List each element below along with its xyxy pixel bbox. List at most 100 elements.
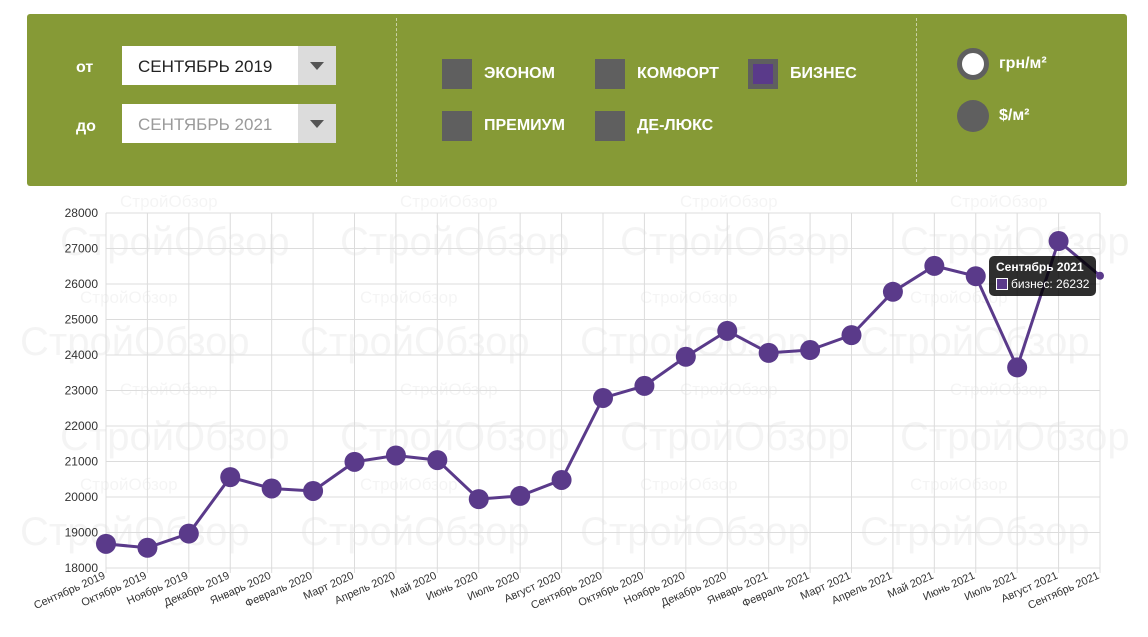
category-label: КОМФОРТ [637,65,719,82]
y-tick-label: 28000 [65,206,99,220]
panel-divider [396,18,397,182]
watermark-text: СтройОбзор [360,288,458,307]
chevron-down-icon[interactable] [298,46,336,85]
watermark-text: СтройОбзор [340,415,570,459]
category-premium[interactable]: ПРЕМИУМ [442,111,565,141]
data-point [1007,357,1028,378]
data-point [882,281,903,302]
tooltip-value: бизнес: 26232 [1011,277,1090,291]
y-axis: 18000 19000 20000 21000 22000 23000 24000 25000… [65,206,99,575]
to-label: до [76,118,96,135]
watermark-text: СтройОбзор [20,320,250,364]
data-point [593,387,613,408]
watermark-text: СтройОбзор [400,380,498,399]
to-select[interactable]: СЕНТЯБРЬ 2021 [122,104,336,143]
from-select-value: СЕНТЯБРЬ 2019 [138,57,273,76]
tooltip-row: бизнес: 26232 [996,277,1089,291]
watermark-text: СтройОбзор [60,415,290,459]
unit-label: грн/м² [999,55,1047,72]
from-label: от [76,59,94,76]
watermark-text: СтройОбзор [360,475,458,494]
watermark-text: СтройОбзор [400,195,498,211]
y-tick-label: 23000 [65,384,99,398]
legend-swatch [996,278,1008,290]
data-point [800,340,821,361]
price-chart: СтройОбзор СтройОбзор СтройОбзор СтройОбзор… [20,195,1130,612]
data-point [924,255,945,276]
checkbox-icon[interactable] [442,59,472,89]
watermark-text: СтройОбзор [640,288,738,307]
series-business [96,231,1104,558]
y-tick-label: 25000 [65,313,99,327]
panel-divider [916,18,917,182]
data-point [137,537,158,558]
radio-checked-icon[interactable] [957,48,989,80]
watermark-text: СтройОбзор [900,415,1130,459]
data-point [178,523,199,544]
category-comfort[interactable]: КОМФОРТ [595,59,719,89]
watermark-text: СтройОбзор [860,320,1090,364]
data-point [510,485,531,506]
data-point [758,342,779,363]
y-tick-label: 18000 [65,561,99,575]
y-tick-label: 24000 [65,348,99,362]
y-tick-label: 20000 [65,490,99,504]
data-point [841,325,862,346]
category-business[interactable]: БИЗНЕС [748,59,857,89]
from-select[interactable]: СЕНТЯБРЬ 2019 [122,46,336,85]
watermark-text: СтройОбзор [340,220,570,264]
data-point [551,469,572,490]
watermark-text: СтройОбзор [680,380,778,399]
filter-panel: от СЕНТЯБРЬ 2019 до СЕНТЯБРЬ 2021 ЭКОНОМ… [27,14,1127,186]
watermark-text: СтройОбзор [640,475,738,494]
unit-label: $/м² [999,107,1030,124]
watermark-text: СтройОбзор [680,195,778,211]
data-point [385,445,406,466]
data-point [427,450,448,471]
y-tick-label: 22000 [65,419,99,433]
watermark-text: СтройОбзор [60,220,290,264]
y-tick-label: 27000 [65,242,99,256]
watermark-text: СтройОбзор [120,195,218,211]
category-deluxe[interactable]: ДЕ-ЛЮКС [595,111,713,141]
category-label: ПРЕМИУМ [484,117,565,134]
category-label: ДЕ-ЛЮКС [637,117,714,134]
data-point [468,489,489,510]
data-point [96,533,116,554]
data-point [303,480,324,501]
unit-uah[interactable]: грн/м² [957,48,1047,80]
chevron-down-icon[interactable] [298,104,336,143]
data-point [634,375,655,396]
y-tick-label: 19000 [65,526,99,540]
chart-tooltip: Сентябрь 2021 бизнес: 26232 [989,256,1097,296]
watermark-text: СтройОбзор [80,288,178,307]
data-point [1048,231,1069,252]
checkbox-icon[interactable] [595,59,625,89]
watermark-text: СтройОбзор [910,475,1008,494]
watermark-text: СтройОбзор [950,380,1048,399]
category-label: ЭКОНОМ [484,65,555,82]
category-econom[interactable]: ЭКОНОМ [442,59,555,89]
x-tick-label: Сентябрь 2021 [1026,570,1101,612]
checkbox-icon[interactable] [442,111,472,141]
tooltip-title: Сентябрь 2021 [996,260,1084,274]
data-point [1096,271,1104,280]
category-label: БИЗНЕС [790,65,857,82]
radio-icon[interactable] [957,100,989,132]
data-point [675,346,696,367]
y-tick-label: 21000 [65,455,99,469]
unit-usd[interactable]: $/м² [957,100,1030,132]
data-point [965,266,986,287]
data-point [261,478,282,499]
watermark-text: СтройОбзор [300,320,530,364]
watermark-text: СтройОбзор [620,415,850,459]
data-point [344,451,365,472]
data-point [220,467,241,488]
watermark-text: СтройОбзор [80,475,178,494]
watermark-text: СтройОбзор [120,380,218,399]
watermark-text: СтройОбзор [620,220,850,264]
data-point [717,320,738,341]
checkbox-icon[interactable] [595,111,625,141]
checkbox-checked-icon[interactable] [748,59,778,89]
